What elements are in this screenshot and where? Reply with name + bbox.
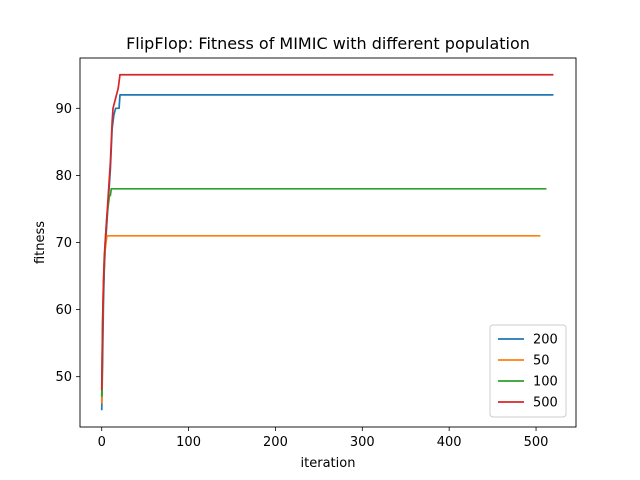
legend: 200 50 100 500 — [489, 324, 567, 418]
x-tick-label: 200 — [263, 435, 288, 450]
y-axis: 50 60 70 80 90 — [55, 102, 80, 385]
x-tick-label: 0 — [98, 435, 106, 450]
legend-label-500: 500 — [533, 396, 558, 411]
series-layer — [100, 73, 554, 411]
x-axis: 0 100 200 300 400 500 — [98, 427, 549, 450]
y-tick-label: 70 — [55, 236, 72, 251]
legend-label-100: 100 — [533, 375, 558, 390]
x-axis-label: iteration — [301, 456, 356, 471]
y-tick-label: 60 — [55, 303, 72, 318]
x-tick-label: 300 — [350, 435, 375, 450]
legend-label-50: 50 — [533, 354, 550, 369]
axes-frame — [79, 57, 577, 428]
chart-title: FlipFlop: Fitness of MIMIC with differen… — [126, 34, 530, 53]
legend-label-200: 200 — [533, 333, 558, 348]
legend-box — [489, 324, 567, 418]
y-tick-label: 50 — [55, 370, 72, 385]
x-tick-label: 100 — [176, 435, 201, 450]
x-tick-label: 400 — [437, 435, 462, 450]
y-tick-label: 90 — [55, 102, 72, 117]
x-tick-label: 500 — [524, 435, 549, 450]
y-tick-label: 80 — [55, 169, 72, 184]
series-line-500 — [100, 73, 554, 391]
y-axis-label: fitness — [33, 221, 48, 264]
